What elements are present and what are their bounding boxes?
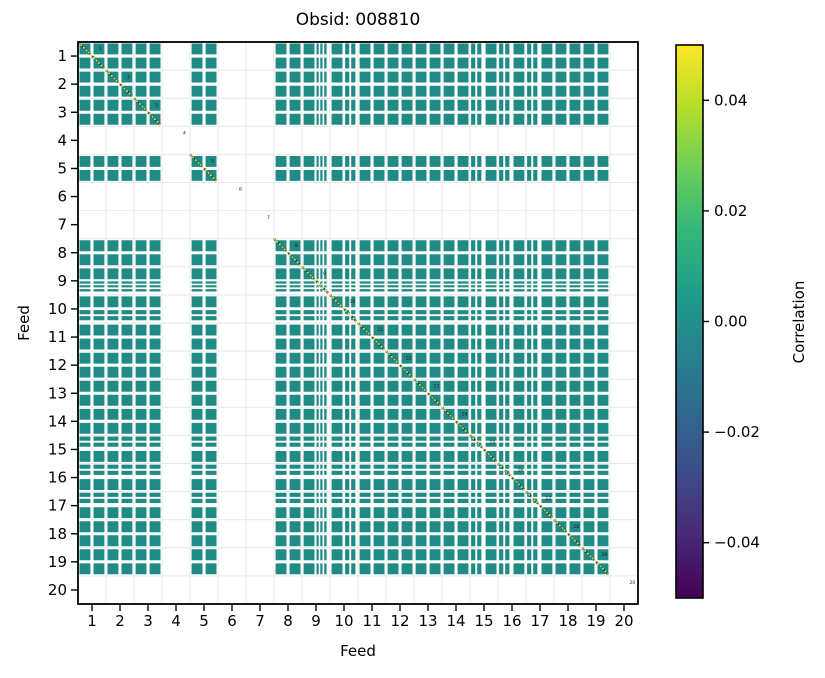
feed-number-label: 9 bbox=[323, 271, 326, 277]
x-tick-label: 6 bbox=[227, 612, 237, 630]
feed-number-label: 16 bbox=[518, 468, 524, 474]
x-tick-label: 15 bbox=[474, 612, 493, 630]
x-tick-label: 3 bbox=[143, 612, 153, 630]
x-tick-label: 16 bbox=[502, 612, 521, 630]
diagonal-lines bbox=[77, 41, 611, 577]
chart-title: Obsid: 008810 bbox=[295, 10, 421, 30]
y-tick-label: 2 bbox=[57, 75, 67, 93]
feed-number-label: 18 bbox=[574, 524, 580, 530]
feed-number-label: 1 bbox=[99, 46, 102, 52]
y-tick-label: 11 bbox=[48, 328, 67, 346]
x-tick-label: 9 bbox=[311, 612, 321, 630]
feed-number-label: 2 bbox=[127, 74, 130, 80]
feed-number-label: 5 bbox=[211, 159, 214, 165]
y-tick-label: 8 bbox=[57, 244, 67, 262]
feed-number-label: 6 bbox=[239, 187, 242, 193]
y-tick-label: 14 bbox=[48, 412, 67, 430]
y-tick-label: 9 bbox=[57, 272, 67, 290]
y-tick-label: 10 bbox=[48, 300, 67, 318]
y-tick-label: 18 bbox=[48, 525, 67, 543]
feed-number-label: 20 bbox=[630, 580, 636, 586]
x-tick-label: 20 bbox=[614, 612, 633, 630]
feed-number-label: 13 bbox=[434, 383, 440, 389]
x-tick-label: 19 bbox=[586, 612, 605, 630]
colorbar: 0.04 0.02 0.00 −0.02 −0.04 bbox=[675, 44, 760, 599]
feed-number-label: 14 bbox=[462, 412, 468, 418]
y-tick-label: 7 bbox=[57, 216, 67, 234]
colorbar-tick-label: 0.04 bbox=[714, 91, 747, 109]
feed-number-label: 19 bbox=[602, 552, 608, 558]
feed-number-label: 17 bbox=[546, 496, 552, 502]
feed-number-label: 12 bbox=[406, 355, 412, 361]
y-tick-label: 19 bbox=[48, 553, 67, 571]
x-tick-label: 10 bbox=[334, 612, 353, 630]
x-tick-label: 11 bbox=[362, 612, 381, 630]
y-tick-label: 4 bbox=[57, 131, 67, 149]
x-tick-label: 5 bbox=[199, 612, 209, 630]
y-tick-label: 17 bbox=[48, 497, 67, 515]
axes-border bbox=[77, 41, 639, 605]
feed-number-label: 15 bbox=[490, 440, 496, 446]
y-tick-label: 5 bbox=[57, 159, 67, 177]
x-axis-ticks: 1 2 3 4 5 6 7 8 9 10 11 12 13 14 15 16 17 18 19 20 bbox=[87, 604, 634, 630]
x-tick-label: 2 bbox=[115, 612, 125, 630]
feed-number-label: 10 bbox=[350, 299, 356, 305]
y-tick-label: 16 bbox=[48, 469, 67, 487]
y-tick-label: 6 bbox=[57, 188, 67, 206]
x-tick-label: 7 bbox=[255, 612, 265, 630]
y-tick-label: 20 bbox=[48, 581, 67, 599]
colorbar-tick-label: 0.02 bbox=[714, 202, 747, 220]
x-tick-label: 8 bbox=[283, 612, 293, 630]
feed-number-label: 8 bbox=[295, 243, 298, 249]
x-tick-label: 17 bbox=[530, 612, 549, 630]
feed-number-label: 3 bbox=[155, 102, 158, 108]
x-axis-label: Feed bbox=[340, 642, 376, 660]
x-tick-label: 12 bbox=[390, 612, 409, 630]
x-tick-label: 14 bbox=[446, 612, 465, 630]
x-tick-label: 18 bbox=[558, 612, 577, 630]
colorbar-tick-label: 0.00 bbox=[714, 313, 747, 331]
y-tick-label: 15 bbox=[48, 440, 67, 458]
y-tick-label: 12 bbox=[48, 356, 67, 374]
feed-number-label: 11 bbox=[378, 327, 384, 333]
y-tick-label: 3 bbox=[57, 103, 67, 121]
colorbar-tick-label: −0.04 bbox=[714, 534, 760, 552]
y-tick-label: 1 bbox=[57, 47, 67, 65]
y-tick-label: 13 bbox=[48, 384, 67, 402]
x-tick-label: 1 bbox=[87, 612, 97, 630]
x-tick-label: 13 bbox=[418, 612, 437, 630]
x-tick-label: 4 bbox=[171, 612, 181, 630]
feed-number-label: 7 bbox=[267, 215, 270, 221]
feed-number-label: 4 bbox=[183, 131, 186, 137]
colorbar-tick-label: −0.02 bbox=[714, 423, 760, 441]
